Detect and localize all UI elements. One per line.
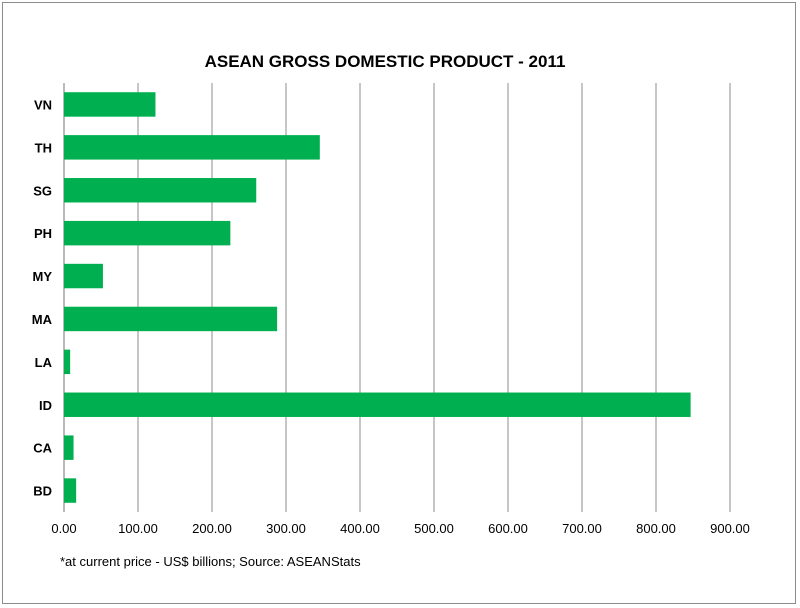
category-label-vn: VN [34,97,52,112]
bar-id [64,392,691,417]
x-tick-label: 500.00 [414,521,454,536]
bar-bd [64,478,77,503]
x-tick-label: 300.00 [266,521,306,536]
bar-my [64,263,103,289]
category-label-la: LA [35,355,53,370]
bars [64,92,691,503]
category-label-id: ID [39,398,52,413]
category-label-sg: SG [33,183,52,198]
category-axis: VN TH SG PH MY MA LA ID CA BD [32,97,53,498]
bar-ca [64,435,74,460]
bar-vn [64,92,156,117]
x-tick-label: 900.00 [710,521,750,536]
category-label-my: MY [33,269,53,284]
category-label-ca: CA [33,441,52,456]
bar-th [64,135,320,160]
x-tick-label: 800.00 [636,521,676,536]
x-tick-label: 0.00 [51,521,76,536]
x-tick-label: 400.00 [340,521,380,536]
category-label-bd: BD [33,484,52,499]
x-tick-label: 600.00 [488,521,528,536]
bar-sg [64,178,257,203]
category-label-ph: PH [34,226,52,241]
bar-la [64,349,71,375]
value-axis: 0.00 100.00 200.00 300.00 400.00 500.00 600.00… [51,521,750,536]
bar-ph [64,220,231,246]
chart-title: ASEAN GROSS DOMESTIC PRODUCT - 2011 [205,52,566,71]
category-label-ma: MA [32,312,53,327]
x-tick-label: 200.00 [192,521,232,536]
chart-footnote: *at current price - US$ billions; Source… [60,554,361,569]
bar-ma [64,306,278,332]
category-label-th: TH [35,140,52,155]
x-tick-label: 100.00 [118,521,158,536]
x-tick-label: 700.00 [562,521,602,536]
